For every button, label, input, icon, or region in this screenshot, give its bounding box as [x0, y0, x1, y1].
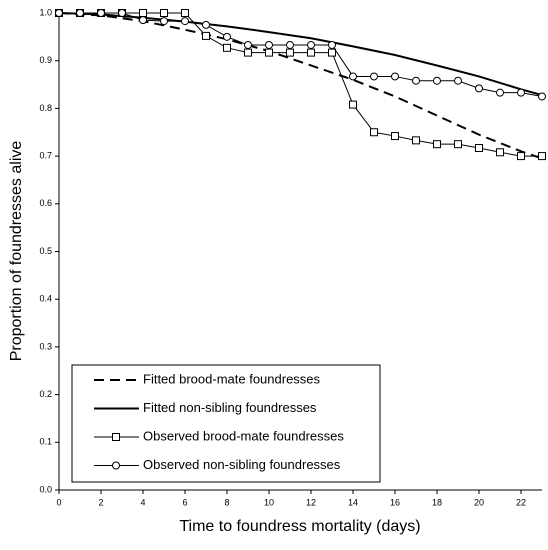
marker [370, 128, 378, 137]
marker [160, 17, 168, 26]
x-tick-label: 22 [516, 497, 526, 507]
x-axis-title: Time to foundress mortality (days) [179, 518, 420, 535]
marker [370, 72, 378, 81]
marker [160, 9, 168, 17]
marker [454, 140, 462, 149]
marker [223, 32, 231, 41]
marker [286, 48, 294, 57]
x-tick-label: 14 [348, 497, 358, 507]
marker [307, 48, 315, 57]
legend-label: Observed non-sibling foundresses [143, 457, 341, 472]
y-tick-label: 0.5 [39, 246, 52, 256]
marker [475, 84, 483, 93]
y-tick-label: 0.2 [39, 389, 52, 399]
y-tick-label: 0.4 [39, 294, 52, 304]
legend-label: Observed brood-mate foundresses [143, 428, 344, 443]
marker [307, 40, 315, 49]
marker [433, 76, 441, 85]
legend-box [71, 364, 381, 483]
marker [454, 76, 462, 85]
marker [76, 9, 84, 17]
marker [139, 9, 147, 17]
marker [496, 88, 504, 97]
marker [265, 40, 273, 49]
marker [412, 136, 420, 145]
marker [538, 92, 546, 101]
x-tick-label: 16 [390, 497, 400, 507]
marker [265, 48, 273, 57]
marker [391, 72, 399, 81]
y-tick-label: 0.8 [39, 103, 52, 113]
marker [181, 9, 189, 17]
marker [244, 48, 252, 57]
y-tick-label: 0.0 [39, 484, 52, 494]
series-line [58, 12, 543, 160]
x-tick-label: 4 [140, 497, 145, 507]
marker [349, 72, 357, 81]
marker [181, 17, 189, 26]
series-line [58, 12, 543, 97]
marker [391, 132, 399, 141]
marker [118, 9, 126, 17]
marker [202, 31, 210, 40]
x-tick-label: 0 [56, 497, 61, 507]
x-tick-label: 10 [264, 497, 274, 507]
x-tick-label: 20 [474, 497, 484, 507]
marker [223, 43, 231, 52]
marker [328, 48, 336, 57]
legend-marker [112, 433, 120, 441]
marker [412, 76, 420, 85]
marker [517, 152, 525, 161]
marker [349, 100, 357, 109]
marker [433, 140, 441, 149]
y-axis-title: Proportion of foundresses alive [8, 141, 25, 362]
x-tick-label: 8 [224, 497, 229, 507]
marker [328, 40, 336, 49]
y-tick-label: 0.9 [39, 55, 52, 65]
series-line [59, 12, 543, 97]
marker [55, 9, 63, 17]
y-tick-label: 0.7 [39, 150, 52, 160]
x-tick-label: 18 [432, 497, 442, 507]
marker [139, 16, 147, 25]
y-tick-label: 0.3 [39, 341, 52, 351]
x-tick-label: 2 [98, 497, 103, 507]
legend-label: Fitted non-sibling foundresses [143, 400, 317, 415]
marker [97, 9, 105, 17]
marker [496, 148, 504, 157]
marker [286, 40, 294, 49]
marker [202, 20, 210, 29]
y-tick-label: 0.1 [39, 437, 52, 447]
x-tick-label: 6 [182, 497, 187, 507]
marker [538, 152, 546, 161]
marker [244, 40, 252, 49]
marker [475, 143, 483, 152]
y-tick-label: 0.6 [39, 198, 52, 208]
legend-label: Fitted brood-mate foundresses [143, 371, 321, 386]
marker [517, 88, 525, 97]
x-tick-label: 12 [306, 497, 316, 507]
legend-marker [112, 461, 120, 470]
y-tick-label: 1.0 [39, 7, 52, 17]
